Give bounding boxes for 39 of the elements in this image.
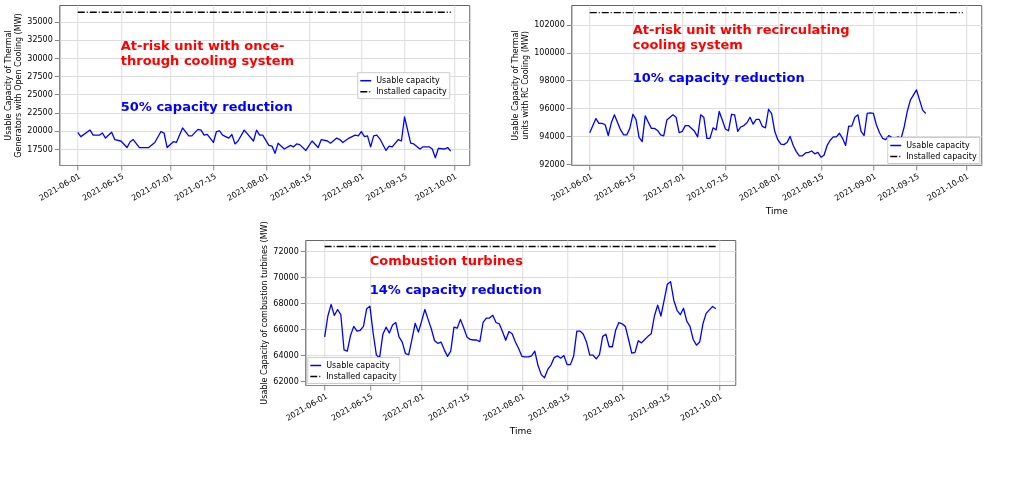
y-axis-title: Usable Capacity of combustion turbines (MW) (260, 221, 270, 405)
legend-label: Usable capacity (326, 360, 390, 370)
y-tick-label: 62000 (273, 376, 299, 386)
y-axis-title: Usable Capacity of Thermal units with RC Cooling (MW) (511, 30, 531, 141)
annotation: 50% capacity reduction (120, 99, 293, 114)
y-tick-label: 100000 (534, 48, 565, 58)
legend-label: Installed capacity (906, 151, 977, 161)
y-axis-title: Usable Capacity of Thermal Generators with Open Cooling (MW) (4, 13, 24, 158)
y-tick-label: 17500 (27, 144, 53, 154)
y-tick-label: 20000 (27, 126, 53, 136)
annotation: At-risk unit with recirculating cooling system (632, 22, 850, 53)
y-tick-label: 32500 (27, 35, 53, 45)
y-tick-label: 35000 (27, 17, 53, 27)
y-tick-label: 96000 (539, 103, 565, 113)
y-tick-label: 25000 (27, 89, 53, 99)
y-tick-label: 66000 (273, 324, 299, 334)
annotation: Combustion turbines (369, 252, 524, 268)
line-series (324, 280, 717, 379)
annotation: 10% capacity reduction (632, 70, 805, 86)
legend-label: Installed capacity (326, 371, 397, 381)
x-axis-title: Time (764, 205, 789, 216)
x-axis-title: Time (508, 425, 533, 436)
y-tick-label: 98000 (539, 75, 565, 85)
y-tick-label: 64000 (273, 350, 299, 360)
y-tick-label: 92000 (539, 159, 565, 169)
y-tick-label: 72000 (273, 246, 299, 256)
legend-label: Usable capacity (906, 140, 970, 150)
annotation: At-risk unit with once- through cooling system (120, 38, 294, 69)
y-tick-label: 94000 (539, 131, 565, 141)
y-tick-label: 70000 (273, 272, 299, 282)
line-series (77, 116, 452, 159)
legend-label: Usable capacity (376, 75, 440, 85)
y-tick-label: 102000 (534, 20, 565, 30)
y-tick-label: 68000 (273, 298, 299, 308)
annotation: 14% capacity reduction (369, 281, 542, 297)
y-tick-label: 22500 (27, 108, 53, 118)
y-tick-label: 30000 (27, 53, 53, 63)
y-tick-label: 27500 (27, 71, 53, 81)
legend-label: Installed capacity (376, 86, 447, 96)
